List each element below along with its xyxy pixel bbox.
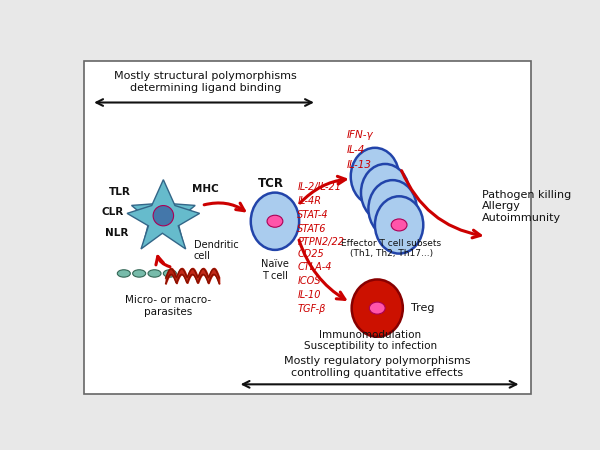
FancyArrowPatch shape	[97, 99, 311, 106]
Text: MHC: MHC	[192, 184, 219, 194]
Polygon shape	[127, 180, 200, 249]
Text: Pathogen killing
Allergy
Autoimmunity: Pathogen killing Allergy Autoimmunity	[482, 190, 571, 223]
Ellipse shape	[375, 196, 423, 254]
Ellipse shape	[385, 203, 401, 215]
FancyArrowPatch shape	[401, 171, 481, 238]
Text: CTLA-4: CTLA-4	[297, 262, 332, 272]
Text: Mostly structural polymorphisms
determining ligand binding: Mostly structural polymorphisms determin…	[114, 71, 296, 93]
Polygon shape	[131, 182, 195, 243]
Ellipse shape	[133, 270, 146, 277]
Text: STAT6: STAT6	[297, 224, 327, 234]
Ellipse shape	[351, 148, 399, 205]
Text: IL-10: IL-10	[297, 290, 321, 300]
Text: TCR: TCR	[258, 177, 284, 190]
Ellipse shape	[251, 193, 299, 250]
Ellipse shape	[118, 270, 130, 277]
Ellipse shape	[361, 164, 409, 221]
Text: Effector T cell subsets
(Th1, Th2, Th17...): Effector T cell subsets (Th1, Th2, Th17.…	[341, 239, 441, 258]
FancyBboxPatch shape	[84, 61, 531, 394]
Text: Immunomodulation
Susceptibility to infection: Immunomodulation Susceptibility to infec…	[304, 330, 437, 351]
Ellipse shape	[391, 219, 407, 231]
Text: IFN-γ: IFN-γ	[347, 130, 374, 140]
Text: TLR: TLR	[109, 187, 131, 197]
Ellipse shape	[163, 270, 176, 277]
Text: Naïve
T cell: Naïve T cell	[261, 259, 289, 281]
Text: Treg: Treg	[411, 303, 434, 313]
Text: IL-4R: IL-4R	[297, 196, 321, 206]
Text: CD25: CD25	[297, 248, 324, 259]
Text: PTPN2/22: PTPN2/22	[297, 238, 344, 248]
Text: IL-2/IL-21: IL-2/IL-21	[297, 182, 341, 192]
Ellipse shape	[368, 180, 417, 238]
FancyArrowPatch shape	[243, 381, 516, 387]
Text: IL-13: IL-13	[347, 160, 372, 171]
Text: ICOS: ICOS	[297, 276, 321, 286]
Ellipse shape	[370, 302, 385, 314]
FancyArrowPatch shape	[299, 240, 345, 299]
Text: IL-4: IL-4	[347, 145, 365, 155]
Text: Micro- or macro-
parasites: Micro- or macro- parasites	[125, 295, 211, 317]
Ellipse shape	[367, 171, 383, 182]
Ellipse shape	[148, 270, 161, 277]
Text: TGF-β: TGF-β	[297, 304, 326, 314]
Text: STAT-4: STAT-4	[297, 210, 329, 220]
Ellipse shape	[352, 279, 403, 337]
Text: NLR: NLR	[105, 228, 128, 238]
Text: Mostly regulatory polymorphisms
controlling quantitative effects: Mostly regulatory polymorphisms controll…	[284, 356, 470, 378]
Ellipse shape	[267, 215, 283, 227]
FancyArrowPatch shape	[156, 256, 170, 267]
Ellipse shape	[377, 187, 393, 198]
FancyArrowPatch shape	[204, 203, 244, 211]
FancyArrowPatch shape	[300, 176, 346, 203]
Ellipse shape	[153, 206, 173, 226]
Text: CLR: CLR	[101, 207, 124, 217]
Text: Dendritic
cell: Dendritic cell	[194, 240, 238, 261]
